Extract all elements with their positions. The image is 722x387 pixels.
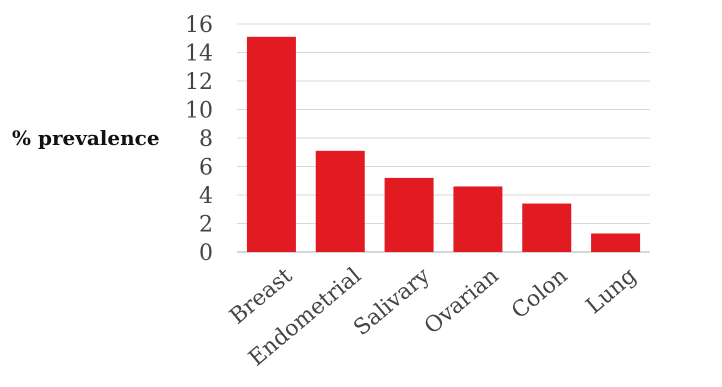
y-tick-labels: 0 2 4 6 8 10 12 14 16 — [185, 13, 213, 266]
bar-colon — [522, 203, 572, 252]
bar-lung — [591, 233, 641, 252]
y-tick-label: 6 — [199, 156, 213, 181]
bars — [246, 36, 641, 253]
y-tick-label: 0 — [199, 241, 213, 266]
bar-breast — [246, 36, 296, 253]
bar-salivary — [384, 177, 434, 252]
y-tick-label: 8 — [199, 127, 213, 152]
y-tick-label: 16 — [185, 13, 213, 38]
bar-ovarian — [453, 186, 503, 252]
gridlines — [237, 23, 650, 253]
y-tick-label: 2 — [199, 213, 213, 238]
bar-endometrial — [315, 150, 365, 252]
x-tick-label-ovarian: Ovarian — [420, 263, 504, 339]
y-tick-label: 14 — [185, 42, 213, 67]
y-tick-label: 10 — [185, 99, 213, 124]
x-tick-label-lung: Lung — [582, 263, 642, 319]
x-tick-label-salivary: Salivary — [349, 263, 435, 341]
y-axis-label: % prevalence — [12, 126, 160, 150]
y-tick-label: 12 — [185, 70, 213, 95]
y-tick-label: 4 — [199, 184, 213, 209]
x-tick-label-colon: Colon — [507, 263, 573, 324]
